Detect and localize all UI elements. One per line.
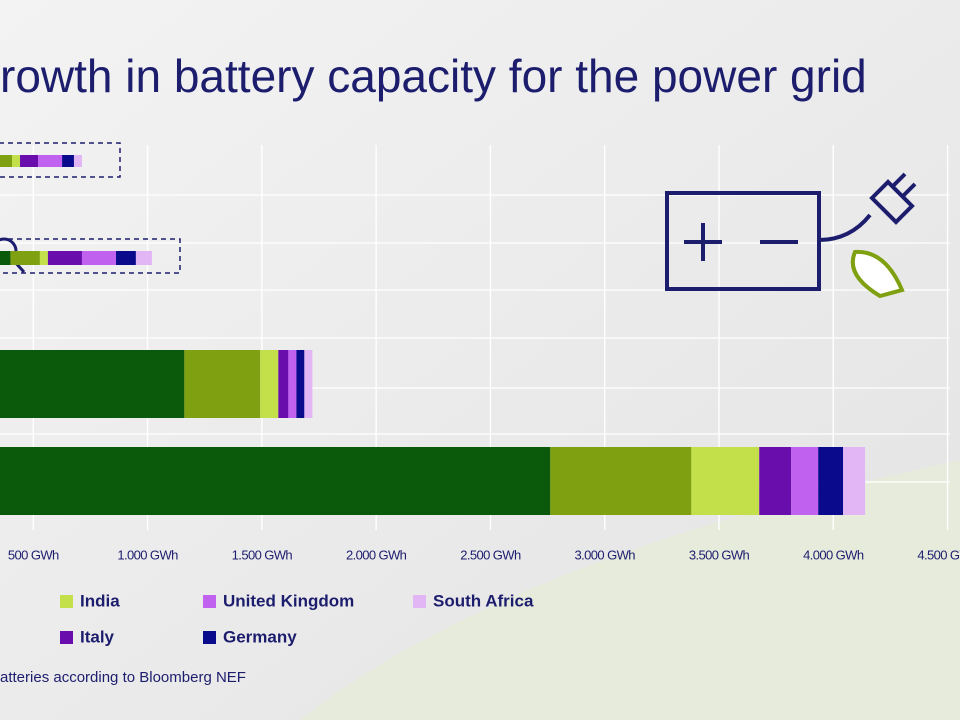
bar-segment <box>20 155 39 167</box>
x-tick-label: 4.500 GWh <box>917 547 960 562</box>
bar-segment <box>296 350 305 418</box>
bar-segment <box>691 447 760 515</box>
bar-segment <box>260 350 279 418</box>
bar-segment <box>73 155 82 167</box>
bar-segment <box>759 447 792 515</box>
x-tick-label: 1.000 GWh <box>117 547 178 562</box>
legend-label: South Africa <box>433 591 534 610</box>
legend-label: Germany <box>223 627 297 646</box>
bar-segment <box>550 447 692 515</box>
legend-swatch <box>60 595 73 608</box>
bar-segment <box>0 251 11 265</box>
zoom-box <box>0 142 121 178</box>
bar-segment <box>0 350 185 418</box>
legend-label: United Kingdom <box>223 591 354 610</box>
chart-title: rowth in battery capacity for the power … <box>0 50 867 102</box>
bar-segment <box>135 251 152 265</box>
footnote: atteries according to Bloomberg NEF <box>0 669 246 686</box>
bar-segment <box>12 155 21 167</box>
bars <box>0 155 866 515</box>
battery-icon <box>665 172 917 299</box>
legend-swatch <box>413 595 426 608</box>
bar-segment <box>791 447 819 515</box>
bar-segment <box>184 350 261 418</box>
bar-segment <box>278 350 289 418</box>
bar-segment <box>62 155 74 167</box>
bar-segment <box>818 447 844 515</box>
bar-segment <box>39 251 48 265</box>
zoom-box <box>0 238 181 274</box>
bar-segment <box>47 251 82 265</box>
bar-segment <box>0 155 13 167</box>
bar-segment <box>38 155 63 167</box>
bar-segment <box>81 251 117 265</box>
legend-swatch <box>203 595 216 608</box>
x-tick-label: 500 GWh <box>8 547 59 562</box>
x-tick-label: 4.000 GWh <box>803 547 864 562</box>
legend: India Italy United Kingdom Germany South Afr… <box>60 591 534 646</box>
legend-label: India <box>80 591 120 610</box>
legend-label: Italy <box>80 627 115 646</box>
legend-swatch <box>203 631 216 644</box>
legend-swatch <box>60 631 73 644</box>
ground <box>300 460 960 720</box>
bar-segment <box>10 251 40 265</box>
bar-segment <box>843 447 866 515</box>
x-tick-label: 1.500 GWh <box>232 547 293 562</box>
bar-segment <box>304 350 313 418</box>
x-tick-label: 3.000 GWh <box>575 547 636 562</box>
bar-segment <box>288 350 297 418</box>
bar-segment <box>0 447 551 515</box>
x-tick-label: 3.500 GWh <box>689 547 750 562</box>
x-tick-label: 2.500 GWh <box>460 547 521 562</box>
bar-segment <box>116 251 136 265</box>
x-tick-label: 2.000 GWh <box>346 547 407 562</box>
